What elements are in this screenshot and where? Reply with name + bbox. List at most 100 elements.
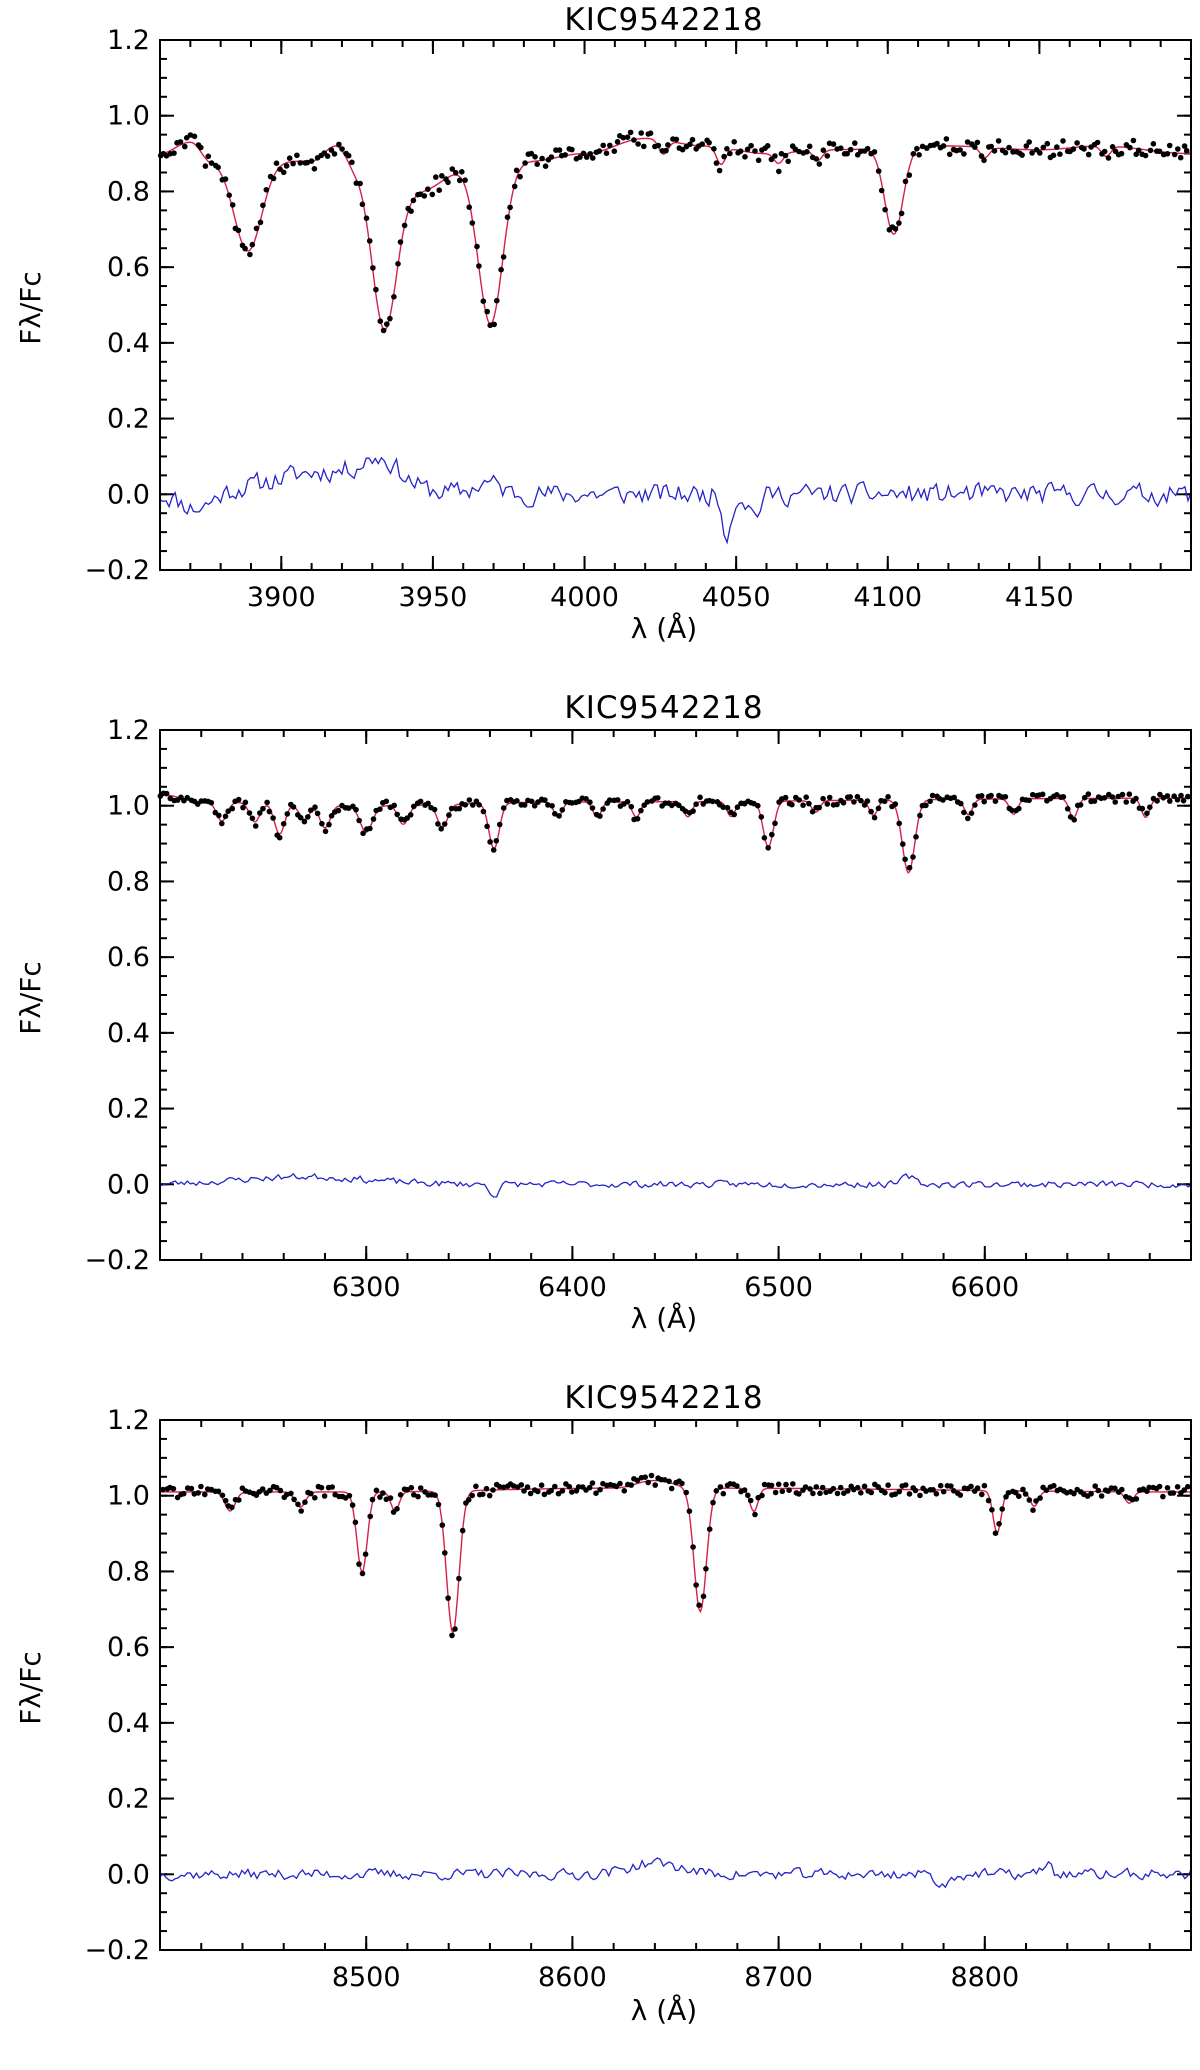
observed-point [240,804,246,811]
observed-point [929,792,936,799]
observed-point [1085,151,1092,158]
observed-point [1177,154,1184,161]
observed-point [242,245,248,252]
observed-point [864,145,871,152]
y-tick-label: −0.2 [84,555,150,586]
observed-point [1094,139,1101,146]
observed-point [401,222,408,229]
observed-point [923,802,929,809]
y-tick-label: −0.2 [84,1935,150,1966]
observed-point [943,136,950,142]
observed-point [752,148,758,154]
residual-line [159,1172,1192,1198]
observed-point [184,794,191,801]
observed-point [280,821,287,827]
observed-point [493,838,500,844]
observed-point [689,136,696,143]
observed-point [404,815,411,821]
observed-point [490,1487,496,1493]
observed-point [352,1519,359,1526]
observed-point [270,815,276,821]
observed-point [1144,810,1150,817]
observed-point [964,139,971,145]
observed-point [435,821,441,827]
observed-point [267,1487,273,1494]
observed-point [490,847,497,853]
observed-point [260,805,266,812]
observed-point [913,834,919,840]
residual-series [159,1172,1192,1198]
observed-point [539,155,545,162]
observed-point [1005,1490,1012,1496]
observed-point [1147,147,1154,154]
observed-point [1095,1487,1102,1494]
observed-point [631,137,637,143]
observed-point [700,1593,707,1600]
observed-point [720,1490,727,1497]
observed-point [545,802,551,808]
observed-point [441,821,448,827]
observed-point [648,1472,655,1479]
observed-point [1126,791,1133,797]
observed-point [858,1490,864,1496]
observed-point [208,799,215,806]
observed-point [988,792,994,799]
observed-series [157,790,1191,871]
observed-point [312,804,318,810]
observed-point [521,1488,527,1494]
observed-point [693,801,699,807]
observed-point [432,1492,438,1498]
observed-point [881,798,888,805]
observed-point [620,134,627,141]
observed-point [871,814,878,821]
observed-point [838,145,844,151]
observed-point [360,830,366,837]
observed-point [752,1511,758,1518]
observed-point [538,1482,545,1488]
observed-point [575,1484,582,1490]
y-tick-label: 0.6 [107,1632,150,1663]
observed-point [600,142,606,149]
observed-point [556,147,563,153]
observed-point [1127,144,1133,151]
y-tick-label: 1.0 [107,101,150,132]
observed-point [861,802,868,808]
observed-point [1175,146,1181,152]
observed-point [577,154,583,160]
observed-point [397,1492,404,1498]
observed-point [917,1492,923,1499]
observed-point [957,147,963,153]
observed-point [810,1490,816,1497]
observed-point [507,204,513,211]
observed-point [745,1492,751,1499]
observed-point [257,810,263,816]
observed-point [1133,1496,1140,1502]
observed-point [902,1482,909,1488]
observed-point [359,201,366,208]
observed-point [359,1570,366,1577]
observed-point [871,149,878,155]
observed-point [1170,1490,1177,1496]
observed-point [817,1490,823,1497]
spectrum-chart-1: KIC9542218 λ (Å) Fλ/Fc 3900 3950 4000 4050 4… [14,2,1192,645]
observed-point [1020,1486,1026,1493]
observed-point [318,1484,325,1491]
y-tick-label: 0.6 [107,252,150,283]
observed-point [1026,797,1032,804]
observed-point [562,152,568,158]
observed-point [896,220,902,226]
observed-point [470,802,476,808]
observed-point [813,1484,820,1490]
observed-point [1147,804,1153,810]
observed-point [665,142,671,148]
observed-point [875,805,882,812]
observed-point [940,143,947,149]
observed-point [301,818,308,825]
observed-point [845,1488,851,1494]
observed-point [377,806,383,812]
observed-point [433,174,439,180]
observed-point [731,811,737,818]
observed-point [294,152,300,159]
observed-point [742,154,748,160]
observed-point [229,1504,235,1511]
